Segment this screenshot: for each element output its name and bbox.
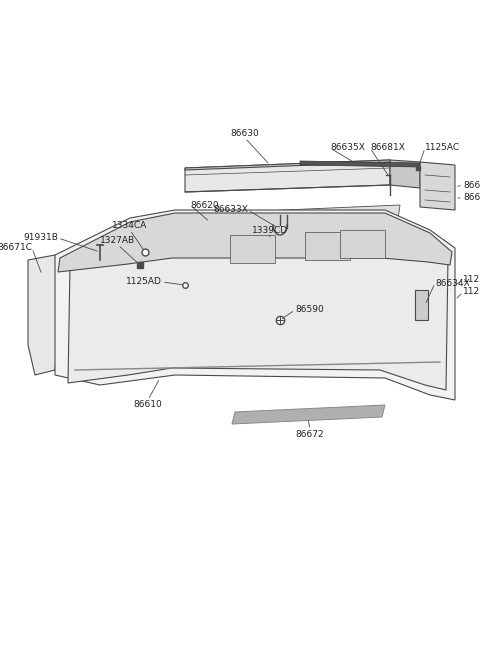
Bar <box>305 232 350 260</box>
Text: 86672: 86672 <box>296 430 324 439</box>
Text: 86610: 86610 <box>133 400 162 409</box>
Polygon shape <box>165 205 400 248</box>
Text: 86620: 86620 <box>190 200 218 210</box>
Text: 1334CA: 1334CA <box>112 221 148 230</box>
Polygon shape <box>415 290 428 320</box>
Polygon shape <box>55 210 455 400</box>
Bar <box>340 230 385 258</box>
Text: 86641A: 86641A <box>463 181 480 189</box>
Text: 86681X: 86681X <box>370 143 405 153</box>
Text: 1125AD: 1125AD <box>126 278 162 286</box>
Text: 91931B: 91931B <box>23 233 58 242</box>
Polygon shape <box>420 162 455 210</box>
Text: 86635X: 86635X <box>330 143 365 153</box>
Text: 86634X: 86634X <box>435 278 470 288</box>
Polygon shape <box>58 213 452 272</box>
Polygon shape <box>185 160 390 192</box>
Text: 1125AC: 1125AC <box>425 143 460 153</box>
Polygon shape <box>28 255 62 375</box>
Text: 1327AB: 1327AB <box>100 236 135 245</box>
Polygon shape <box>185 160 390 170</box>
Text: 86633X: 86633X <box>213 206 248 214</box>
Text: 86671C: 86671C <box>0 244 32 252</box>
Text: 86630: 86630 <box>230 129 259 138</box>
Text: 86590: 86590 <box>295 305 324 314</box>
Text: 86642A: 86642A <box>463 193 480 202</box>
Polygon shape <box>300 161 420 167</box>
Text: 1339CD: 1339CD <box>252 226 288 235</box>
Polygon shape <box>232 405 385 424</box>
Text: 1125DG: 1125DG <box>463 276 480 284</box>
Text: 1125KH: 1125KH <box>463 288 480 297</box>
Polygon shape <box>68 220 448 390</box>
Bar <box>230 235 275 263</box>
Polygon shape <box>390 160 420 188</box>
